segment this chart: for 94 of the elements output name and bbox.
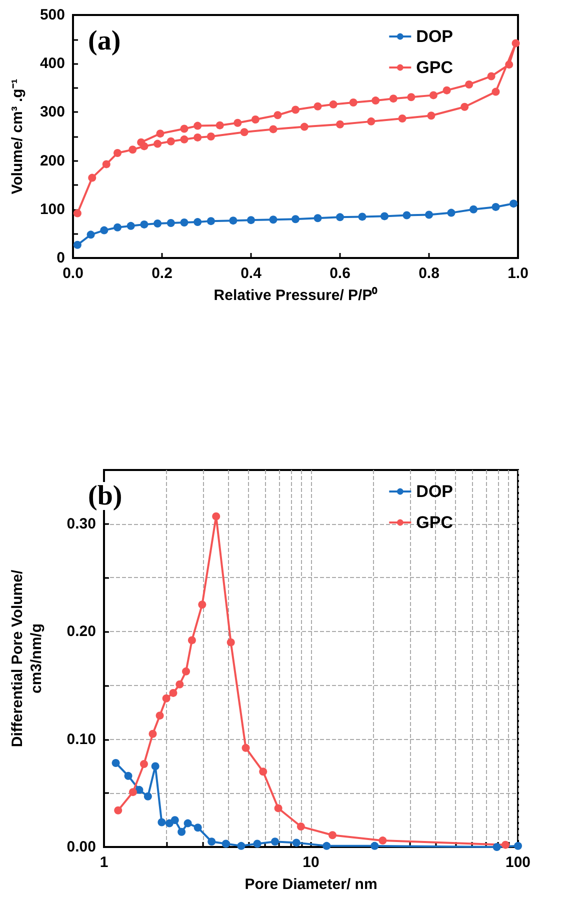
- point: [269, 216, 278, 224]
- point: [487, 72, 496, 80]
- point: [402, 211, 411, 220]
- point: [88, 174, 96, 182]
- point: [137, 138, 146, 146]
- point: [429, 91, 438, 100]
- point: [194, 122, 202, 130]
- point: [274, 111, 282, 120]
- point: [154, 219, 162, 228]
- x-tick-label: 0.2: [152, 265, 172, 282]
- point: [229, 216, 238, 225]
- point: [300, 122, 308, 131]
- point: [166, 137, 175, 146]
- x-tick-label: 1: [100, 854, 108, 871]
- legend-label: DOP: [416, 27, 454, 46]
- point: [73, 209, 82, 218]
- point: [180, 135, 188, 144]
- point: [425, 210, 433, 219]
- point: [247, 216, 255, 224]
- annotation: (b): [88, 480, 122, 512]
- point: [492, 88, 500, 96]
- y-tick-label: 0.00: [66, 838, 96, 856]
- point: [442, 86, 451, 94]
- legend-label: GPC: [416, 513, 454, 532]
- point: [505, 60, 514, 69]
- point: [156, 130, 164, 138]
- x-tick-label: 10: [302, 854, 320, 871]
- point: [314, 214, 322, 222]
- point: [398, 114, 406, 123]
- point: [269, 125, 278, 134]
- point: [314, 102, 322, 110]
- point: [206, 132, 215, 140]
- y-tick-label: 300: [40, 104, 65, 121]
- point: [194, 218, 202, 226]
- x-axis-title: Relative Pressure/ P/P⁰: [214, 286, 378, 304]
- point: [336, 213, 344, 222]
- point: [154, 140, 162, 148]
- point: [510, 200, 518, 208]
- point: [460, 102, 469, 111]
- x-tick-label: 0.0: [62, 265, 84, 282]
- y-tick-label: 0.20: [66, 623, 96, 640]
- x-axis-title: Pore Diameter/ nm: [244, 876, 378, 893]
- y-tick-label: 200: [40, 152, 65, 170]
- point: [358, 212, 366, 221]
- point: [180, 124, 188, 133]
- point: [128, 146, 137, 154]
- y-axis-title: Volume/ cm³ .g⁻¹: [9, 78, 26, 194]
- y-tick-label: 0: [56, 250, 65, 266]
- x-tick-label: 0.6: [330, 265, 350, 282]
- legend-label: GPC: [416, 58, 454, 77]
- point: [367, 117, 376, 126]
- point: [194, 133, 202, 142]
- point: [114, 149, 122, 158]
- point: [100, 226, 108, 234]
- x-tick-label: 0.4: [240, 265, 262, 282]
- point: [372, 96, 380, 105]
- point: [512, 39, 520, 48]
- point: [206, 217, 215, 226]
- point: [389, 94, 398, 103]
- x-tick-label: 100: [505, 854, 531, 871]
- point: [102, 160, 110, 168]
- point: [166, 219, 175, 228]
- y-tick-label: 0.10: [66, 730, 96, 748]
- point: [86, 230, 95, 239]
- point: [329, 100, 338, 108]
- point: [180, 218, 188, 227]
- point: [292, 106, 300, 114]
- point: [407, 93, 416, 102]
- point: [349, 98, 358, 106]
- point: [216, 121, 224, 130]
- point: [470, 205, 478, 214]
- legend-label: DOP: [416, 482, 454, 501]
- point: [427, 112, 436, 120]
- point: [380, 212, 388, 220]
- annotation: (a): [88, 26, 121, 56]
- point: [492, 202, 500, 211]
- x-tick-label: 1.0: [508, 265, 528, 282]
- point: [251, 115, 260, 124]
- point: [114, 223, 122, 232]
- y-tick-label: 500: [40, 6, 65, 24]
- y-tick-label: 100: [40, 200, 65, 218]
- point: [465, 80, 474, 88]
- point: [73, 240, 82, 249]
- point: [292, 215, 300, 224]
- point: [140, 220, 148, 228]
- point: [126, 222, 135, 230]
- point: [240, 128, 248, 136]
- point: [447, 208, 456, 217]
- y-tick-label: 400: [40, 55, 65, 72]
- y-axis-title: Differential Pore Volume/ cm3/nm/g: [9, 569, 45, 748]
- y-tick-label: 0.30: [66, 515, 96, 532]
- point: [234, 118, 242, 127]
- x-tick-label: 0.8: [418, 265, 440, 282]
- point: [336, 120, 344, 128]
